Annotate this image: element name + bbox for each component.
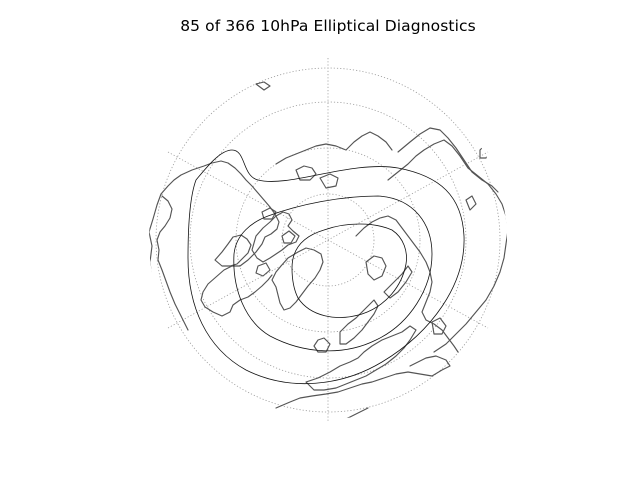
lake-baikal xyxy=(465,195,477,211)
contour-middle xyxy=(233,195,433,352)
canadian-island xyxy=(281,230,296,244)
iceland-coast xyxy=(313,337,331,353)
canadian-archipelago xyxy=(251,211,300,263)
europe-coast xyxy=(305,325,417,391)
contours xyxy=(187,149,465,384)
scandinavia-coast xyxy=(339,299,379,345)
arctic-islands xyxy=(319,173,339,189)
mediterranean-coast xyxy=(271,407,369,419)
asia-coast xyxy=(355,215,459,353)
kamchatka-coast xyxy=(397,127,499,193)
svalbard-coast xyxy=(365,255,387,281)
caspian-sea xyxy=(431,317,447,335)
figure-title: 85 of 366 10hPa Elliptical Diagnostics xyxy=(180,17,476,35)
arctic-islands xyxy=(295,165,317,181)
contour-inner xyxy=(291,223,407,318)
contour-outer xyxy=(187,149,465,384)
graticule xyxy=(155,58,501,422)
japan-coast xyxy=(479,143,491,159)
novaya-zemlya xyxy=(383,265,413,299)
canadian-island xyxy=(255,262,271,277)
north-america-coast xyxy=(149,160,280,357)
coastlines xyxy=(149,81,507,419)
europe-lower-coast xyxy=(275,355,451,409)
siberia-coast xyxy=(387,139,507,353)
aleutian-islands xyxy=(255,81,271,91)
latitude-circle-inner xyxy=(281,193,375,287)
canada-coast xyxy=(156,195,189,331)
greenland-coast xyxy=(271,247,324,311)
alaska-coast xyxy=(275,131,393,165)
hudson-bay xyxy=(214,234,252,267)
latitude-circle xyxy=(189,101,467,379)
